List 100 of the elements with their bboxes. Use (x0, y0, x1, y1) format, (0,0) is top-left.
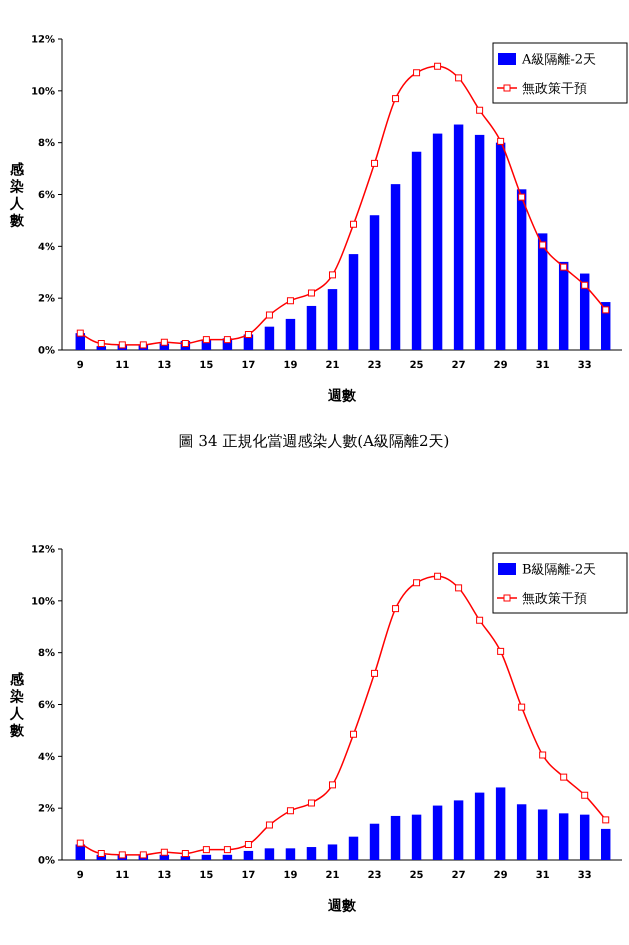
x-tick-label: 15 (199, 360, 214, 371)
point (497, 138, 504, 145)
point (413, 69, 420, 76)
point (266, 822, 273, 829)
point (602, 306, 610, 314)
point (76, 840, 84, 847)
x-axis-title: 週數 (327, 388, 357, 404)
x-tick-label: 33 (578, 360, 592, 371)
y-tick-label: 4% (38, 242, 55, 253)
point (182, 340, 189, 348)
x-axis-title: 週數 (327, 898, 357, 914)
y-tick-label: 10% (31, 596, 55, 608)
point (518, 194, 526, 201)
point (266, 312, 273, 319)
bar (264, 848, 274, 860)
x-tick-label: 9 (76, 360, 84, 371)
x-tick-label: 29 (494, 360, 508, 371)
legend-label: B級隔離-2天 (522, 562, 596, 578)
point (476, 106, 484, 114)
point (98, 850, 105, 858)
x-tick-label: 23 (368, 360, 382, 371)
bar (328, 289, 338, 350)
point (98, 340, 105, 348)
y-tick-label: 8% (38, 648, 55, 660)
point (308, 289, 315, 296)
x-tick-label: 17 (241, 360, 256, 371)
point (118, 341, 126, 348)
point (202, 336, 210, 344)
point (476, 616, 484, 624)
point (539, 752, 546, 759)
text: 圖 34 正規化當週感染人數(A級隔離2天) (178, 432, 450, 450)
bar (244, 850, 254, 860)
x-tick-label: 19 (283, 870, 298, 881)
point (308, 799, 315, 806)
point (224, 846, 231, 854)
point (371, 160, 378, 167)
point (350, 730, 358, 738)
bar (538, 809, 548, 860)
bar (580, 814, 590, 860)
x-tick-label: 27 (452, 870, 466, 881)
x-tick-label: 23 (368, 870, 382, 881)
point (434, 572, 442, 580)
bar (432, 806, 442, 860)
y-tick-label: 2% (38, 804, 55, 815)
bar (328, 844, 338, 860)
x-tick-label: 31 (536, 870, 550, 881)
bar (390, 184, 400, 350)
bar (454, 124, 464, 350)
point (202, 846, 210, 854)
y-axis-title: 感染人數 (9, 162, 25, 229)
point (182, 850, 189, 858)
y-tick-label: 12% (31, 34, 55, 46)
point (413, 579, 420, 586)
x-tick-label: 13 (157, 360, 172, 371)
x-tick-label: 15 (199, 870, 214, 881)
bar (222, 854, 232, 860)
y-tick-label: 12% (31, 544, 55, 556)
bar (516, 189, 526, 350)
bar (558, 813, 568, 860)
bar (558, 262, 568, 350)
point (392, 605, 400, 612)
point (118, 851, 126, 858)
bar (412, 152, 422, 350)
x-tick-label: 21 (326, 870, 340, 881)
point (160, 848, 168, 856)
y-axis-title: 感染人數 (9, 672, 25, 739)
point (286, 297, 294, 304)
point (602, 816, 610, 824)
point (455, 74, 462, 82)
bar (160, 854, 170, 860)
y-tick-label: 4% (38, 752, 55, 763)
point (140, 851, 147, 858)
x-tick-label: 33 (578, 870, 592, 881)
x-tick-label: 19 (283, 360, 298, 371)
legend-label: A級隔離-2天 (521, 52, 596, 68)
bar (496, 142, 506, 350)
bar (474, 134, 484, 350)
x-tick-label: 29 (494, 870, 508, 881)
point (560, 264, 568, 271)
x-tick-label: 17 (241, 870, 256, 881)
x-tick-label: 9 (76, 870, 84, 881)
bar (580, 274, 590, 350)
x-tick-label: 25 (410, 360, 424, 371)
point (392, 95, 400, 102)
x-tick-label: 21 (326, 360, 340, 371)
bar (286, 848, 296, 860)
legend-label: 無政策干預 (522, 592, 587, 607)
point (371, 670, 378, 677)
point (160, 338, 168, 346)
bar (370, 215, 380, 350)
bar (496, 787, 506, 860)
bar (600, 828, 610, 860)
point (560, 774, 568, 781)
point (518, 704, 526, 711)
y-tick-label: 10% (31, 86, 55, 98)
point (581, 792, 588, 799)
x-tick-label: 11 (115, 360, 130, 371)
bar (370, 824, 380, 860)
y-tick-label: 6% (38, 700, 55, 711)
point (328, 271, 336, 278)
